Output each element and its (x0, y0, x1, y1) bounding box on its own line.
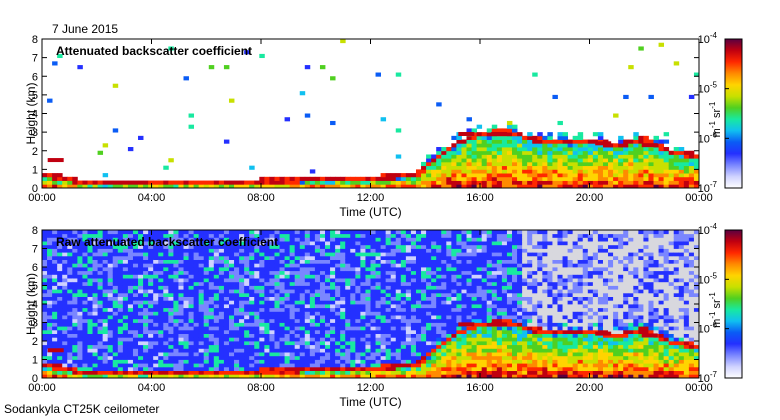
cloud-base-mark (47, 158, 64, 163)
panel-attenuated-backscatter: 00:00 04:00 08:00 12:00 16:00 20:00 00:0001234… (24, 31, 743, 219)
cloud-base-mark (641, 333, 658, 338)
y-axis-title: Height (km) (24, 273, 38, 335)
x-tick-label: 04:00 (138, 382, 166, 394)
x-tick-label: 00:00 (685, 192, 713, 204)
y-tick-label: 8 (32, 225, 38, 237)
x-tick-label: 08:00 (247, 192, 275, 204)
y-tick-label: 3 (32, 127, 38, 139)
x-tick-label: 20:00 (576, 192, 604, 204)
cloud-base-mark (458, 131, 475, 136)
y-tick-label: 2 (32, 146, 38, 158)
y-tick-label: 3 (32, 318, 38, 330)
y-tick-label: 5 (32, 90, 38, 102)
panel-title: Raw attenuated backscatter coefficient (56, 235, 278, 249)
x-tick-label: 00:00 (685, 382, 713, 394)
heatmap-raster (42, 39, 700, 189)
y-tick-label: 4 (32, 299, 38, 311)
y-tick-label: 5 (32, 281, 38, 293)
x-tick-label: 12:00 (357, 192, 385, 204)
cloud-base-mark (595, 141, 612, 146)
colorbar-tick-label: 10-6 (698, 321, 718, 336)
footer-instrument-label: Sodankyla CT25K ceilometer (4, 402, 159, 416)
colorbar-unit-label: m-1 sr-1 (708, 292, 723, 328)
x-tick-label: 16:00 (466, 192, 494, 204)
colorbar: 10-4 10-5 10-6 10-7 m-1 sr-1 (698, 222, 743, 385)
colorbar-tick-label: 10-6 (698, 130, 718, 145)
cloud-base-mark (47, 348, 64, 353)
colorbar-unit-label: m-1 sr-1 (708, 101, 723, 137)
panel-title: Attenuated backscatter coefficient (56, 44, 252, 58)
x-tick-label: 04:00 (138, 192, 166, 204)
cloud-base-mark (491, 322, 508, 327)
cloud-base-mark (595, 331, 612, 336)
x-tick-label: 08:00 (247, 382, 275, 394)
colorbar-gradient (724, 38, 743, 189)
y-tick-label: 1 (32, 355, 38, 367)
y-tick-label: 8 (32, 34, 38, 46)
y-tick-label: 7 (32, 53, 38, 65)
y-tick-label: 4 (32, 109, 38, 121)
panel-raw-attenuated-backscatter: 00:00 04:00 08:00 12:00 16:00 20:00 00:0001234… (24, 222, 743, 409)
y-tick-label: 1 (32, 164, 38, 176)
y-tick-label: 0 (32, 373, 38, 385)
cloud-base-mark (491, 131, 508, 136)
y-tick-label: 7 (32, 244, 38, 256)
colorbar-tick-label: 10-7 (698, 180, 718, 195)
colorbar-tick-label: 10-7 (698, 370, 718, 385)
date-label: 7 June 2015 (52, 22, 118, 36)
cloud-base-mark (641, 143, 658, 148)
colorbar-tick-label: 10-5 (698, 271, 718, 286)
y-tick-label: 6 (32, 262, 38, 274)
x-axis-title: Time (UTC) (339, 205, 401, 219)
x-tick-label: 20:00 (576, 382, 604, 394)
x-axis-title: Time (UTC) (339, 395, 401, 409)
colorbar-gradient (724, 229, 743, 379)
colorbar-tick-label: 10-4 (698, 222, 718, 237)
x-tick-label: 00:00 (28, 192, 56, 204)
x-tick-label: 16:00 (466, 382, 494, 394)
colorbar-tick-label: 10-5 (698, 81, 718, 96)
x-tick-label: 00:00 (28, 382, 56, 394)
heatmap-raster (42, 230, 700, 379)
x-tick-label: 12:00 (357, 382, 385, 394)
y-tick-label: 6 (32, 71, 38, 83)
colorbar: 10-4 10-5 10-6 10-7 m-1 sr-1 (698, 31, 743, 195)
y-axis-title: Height (km) (24, 82, 38, 144)
colorbar-tick-label: 10-4 (698, 31, 718, 46)
y-tick-label: 2 (32, 336, 38, 348)
y-tick-label: 0 (32, 183, 38, 195)
cloud-base-mark (458, 322, 475, 327)
